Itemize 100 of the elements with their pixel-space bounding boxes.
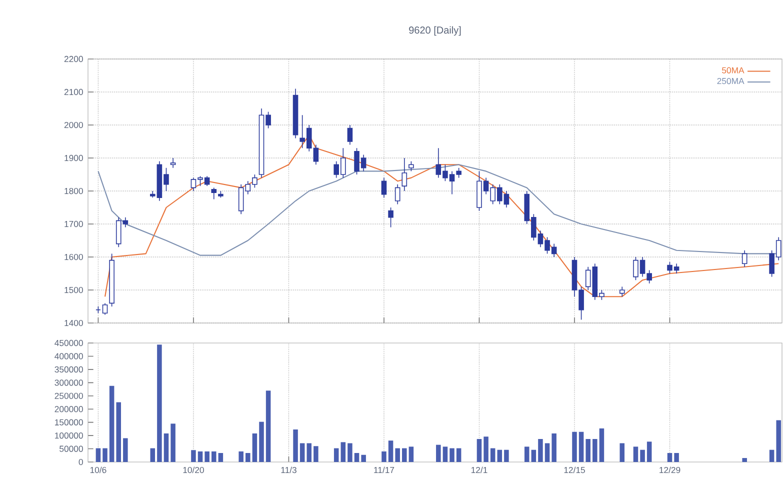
y-tick-label: 1400 bbox=[64, 320, 83, 326]
bar bbox=[592, 438, 598, 462]
bar bbox=[436, 444, 441, 462]
bar bbox=[348, 443, 352, 462]
bar bbox=[150, 448, 156, 462]
candlestick bbox=[742, 250, 748, 268]
candlestick bbox=[381, 177, 387, 198]
bar bbox=[211, 451, 216, 462]
y-tick-label: 50000 bbox=[60, 446, 83, 452]
bar bbox=[544, 443, 550, 462]
x-tick-label: 10/6 bbox=[90, 466, 106, 474]
y-tick-label: 300000 bbox=[54, 380, 83, 386]
bar bbox=[402, 448, 407, 462]
bar bbox=[361, 454, 366, 462]
bar bbox=[538, 438, 543, 462]
candlestick bbox=[585, 266, 591, 290]
bar bbox=[586, 438, 590, 462]
bar bbox=[646, 442, 652, 462]
y-tick-label: 2000 bbox=[64, 122, 83, 128]
bar bbox=[300, 443, 305, 462]
candlestick bbox=[211, 187, 217, 200]
bar bbox=[490, 448, 496, 462]
bar bbox=[504, 450, 509, 462]
bar bbox=[742, 458, 747, 462]
candlestick bbox=[388, 207, 394, 228]
bar bbox=[157, 344, 162, 462]
bar bbox=[552, 433, 556, 462]
bar bbox=[191, 450, 196, 462]
bar bbox=[218, 453, 224, 462]
bar bbox=[578, 432, 584, 462]
y-tick-label: 200000 bbox=[54, 406, 83, 412]
y-tick-label: 100000 bbox=[55, 432, 83, 439]
y-tick-label: 1900 bbox=[64, 154, 83, 162]
bar bbox=[531, 450, 536, 462]
y-tick-label: 2200 bbox=[64, 56, 83, 62]
candlestick bbox=[102, 302, 108, 316]
y-tick-label: 1600 bbox=[64, 254, 83, 260]
bar bbox=[102, 448, 108, 462]
x-tick-label: 11/17 bbox=[374, 466, 394, 474]
y-tick-label: 1700 bbox=[64, 220, 83, 228]
bar bbox=[164, 433, 169, 462]
bar bbox=[116, 402, 121, 462]
candlestick bbox=[347, 124, 353, 146]
bar bbox=[354, 453, 360, 462]
bar bbox=[252, 433, 258, 462]
y-tick-label: 0 bbox=[78, 458, 83, 466]
legend-label: 50MA bbox=[722, 67, 744, 74]
bar bbox=[640, 450, 645, 462]
bar bbox=[524, 446, 530, 462]
y-tick-label: 1500 bbox=[64, 286, 83, 294]
bar bbox=[340, 442, 346, 462]
bar bbox=[314, 446, 318, 462]
bar bbox=[109, 386, 114, 462]
bar bbox=[497, 450, 502, 462]
bar bbox=[266, 390, 271, 462]
bar bbox=[776, 420, 781, 462]
bar bbox=[382, 451, 386, 462]
x-tick-label: 10/20 bbox=[183, 466, 204, 474]
bar bbox=[484, 436, 488, 462]
x-tick-label: 11/3 bbox=[281, 466, 296, 474]
bar bbox=[572, 432, 577, 462]
bar bbox=[769, 450, 774, 462]
chart-title: 9620 [Daily] bbox=[409, 26, 461, 36]
bar bbox=[204, 451, 210, 462]
bar bbox=[620, 443, 624, 462]
bar bbox=[450, 448, 454, 462]
bar bbox=[388, 440, 394, 462]
candlestick bbox=[408, 160, 414, 172]
bar bbox=[334, 448, 339, 462]
bar bbox=[667, 453, 672, 462]
x-tick-label: 12/1 bbox=[471, 466, 488, 474]
y-tick-label: 1800 bbox=[64, 188, 83, 194]
bar bbox=[674, 453, 679, 462]
x-tick-label: 12/29 bbox=[660, 466, 680, 474]
candlestick bbox=[619, 286, 625, 297]
bar bbox=[96, 448, 101, 462]
bar bbox=[395, 448, 400, 462]
y-tick-label: 2100 bbox=[64, 88, 83, 96]
bar bbox=[633, 446, 638, 462]
bar bbox=[198, 451, 203, 462]
legend-label: 250MA bbox=[717, 78, 744, 84]
y-tick-label: 350000 bbox=[54, 366, 83, 373]
bar bbox=[306, 443, 312, 462]
bar bbox=[170, 424, 176, 462]
bar bbox=[238, 451, 244, 462]
bar bbox=[442, 446, 448, 462]
bar bbox=[259, 422, 264, 462]
candlestick bbox=[170, 158, 176, 168]
bar bbox=[408, 446, 414, 462]
y-tick-label: 250000 bbox=[54, 392, 83, 399]
candlestick bbox=[394, 184, 400, 205]
bar bbox=[123, 438, 128, 462]
candlestick bbox=[402, 158, 408, 192]
y-tick-label: 450000 bbox=[54, 340, 83, 346]
y-tick-label: 400000 bbox=[54, 353, 83, 360]
x-tick-label: 12/15 bbox=[564, 466, 585, 474]
bar bbox=[293, 429, 298, 462]
bar bbox=[456, 448, 462, 462]
bar bbox=[246, 453, 250, 462]
bar bbox=[476, 438, 482, 462]
